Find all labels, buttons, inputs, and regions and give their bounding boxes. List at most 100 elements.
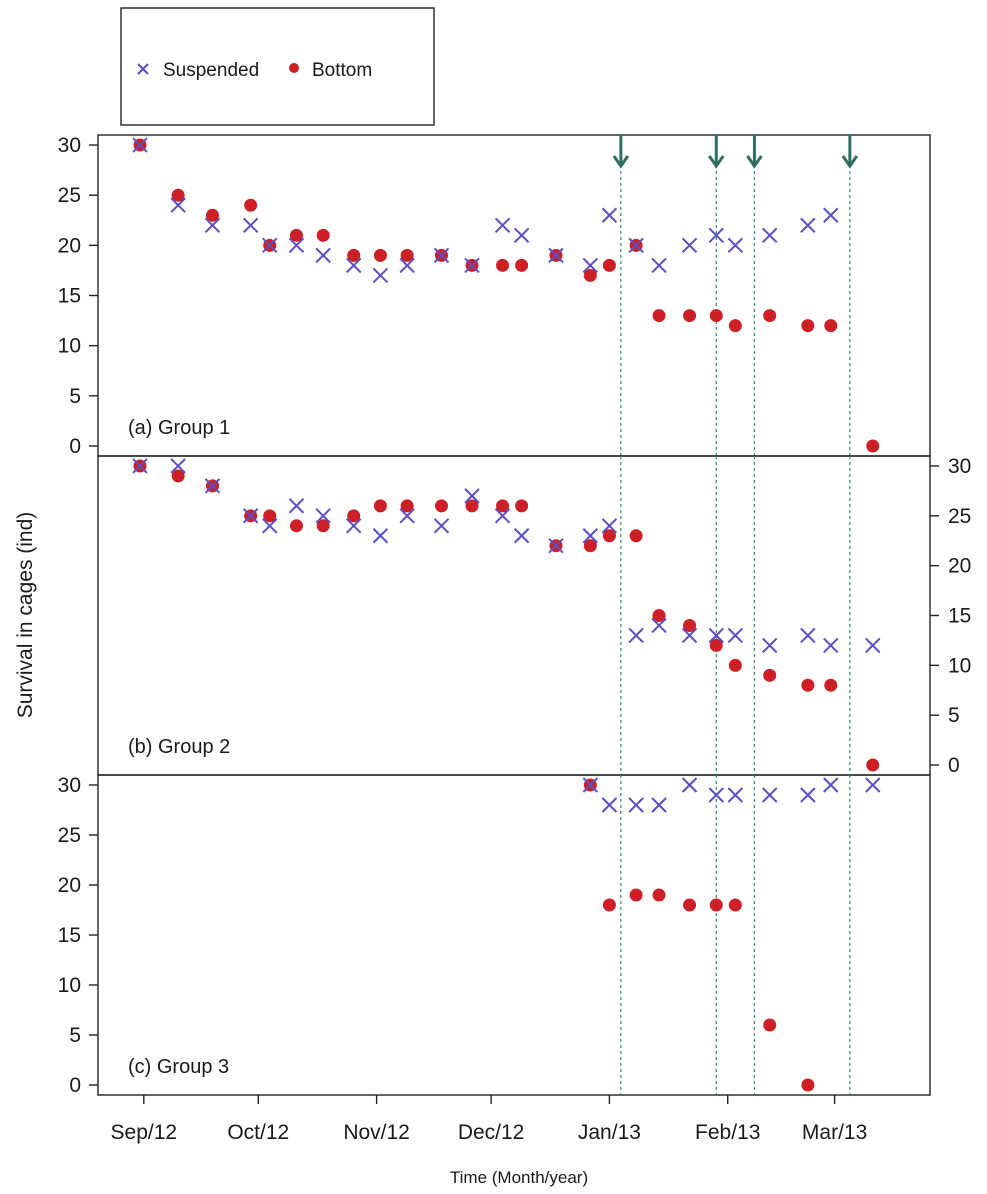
bottom-point: [683, 618, 697, 632]
cross-stroke: [823, 637, 839, 654]
cross-stroke: [800, 787, 816, 803]
bottom-point: [801, 678, 815, 692]
bottom-point: [652, 309, 666, 323]
suspended-point: [548, 538, 564, 554]
y-tick-label: 15: [58, 924, 81, 947]
suspended-point: [681, 237, 698, 254]
y-tick-label: 0: [69, 435, 81, 458]
suspended-point: [315, 508, 331, 524]
suspended-point: [601, 797, 618, 813]
bottom-point: [629, 888, 643, 902]
cross-stroke: [548, 538, 564, 554]
cross-stroke: [628, 627, 644, 644]
cross-stroke: [204, 478, 221, 494]
cross-stroke: [727, 237, 744, 254]
event-arrows: [612, 135, 859, 169]
y-tick-label: 20: [948, 555, 971, 578]
suspended-point: [494, 217, 511, 233]
suspended-point: [399, 508, 415, 524]
cross-stroke: [761, 787, 778, 803]
suspended-point: [345, 518, 362, 534]
cross-stroke: [582, 257, 599, 274]
bottom-point: [347, 248, 361, 262]
suspended-point: [628, 237, 644, 254]
y-tick-label: 30: [58, 774, 81, 797]
bottom-point: [866, 439, 880, 453]
legend-box: [120, 7, 435, 126]
y-tick-label: 5: [69, 1024, 81, 1047]
suspended-point: [708, 627, 724, 644]
x-tick-label: Sep/12: [111, 1121, 178, 1144]
panel-label: (b) Group 2: [128, 736, 230, 758]
legend-label-bottom: Bottom: [312, 60, 372, 81]
cross-stroke: [288, 237, 305, 254]
cross-stroke: [345, 257, 362, 274]
cross-stroke: [823, 207, 839, 223]
cross-stroke: [727, 627, 744, 644]
bottom-point: [763, 668, 777, 682]
y-tick-label: 0: [69, 1074, 81, 1097]
bottom-point: [347, 509, 361, 523]
cross-stroke: [865, 637, 881, 654]
cross-stroke: [494, 508, 511, 524]
bottom-point: [629, 529, 643, 543]
cross-stroke: [315, 247, 331, 264]
bottom-point: [434, 499, 448, 513]
suspended-point: [433, 518, 450, 534]
panel-3: 0 5 10 15 20 25 30 (c) Group 3: [58, 774, 931, 1097]
cross-stroke: [242, 217, 259, 233]
y-tick-label: 25: [58, 824, 81, 847]
bottom-point: [652, 609, 666, 622]
bottom-point: [728, 898, 742, 912]
cross-stroke: [288, 498, 305, 514]
cross-stroke: [170, 458, 186, 474]
bottom-point: [465, 499, 479, 513]
suspended-point: [761, 227, 778, 244]
suspended-point: [582, 257, 599, 274]
suspended-point: [464, 488, 480, 504]
suspended-point: [865, 777, 881, 793]
suspended-point: [464, 257, 480, 274]
cross-stroke: [823, 777, 839, 793]
cross-stroke: [464, 257, 480, 274]
y-tick-label: 5: [948, 704, 960, 727]
bottom-point: [602, 258, 616, 272]
suspended-point: [372, 267, 389, 284]
y-tick-label: 20: [58, 874, 81, 897]
suspended-point: [800, 627, 816, 644]
bottom-point: [263, 509, 277, 523]
suspended-point: [761, 637, 778, 654]
panel-2: 0 5 10 15 20 25 30 (b) Group 2: [97, 455, 971, 777]
arrow-head: [612, 155, 630, 169]
y-tick-label: 10: [58, 335, 81, 358]
cross-stroke: [513, 227, 530, 244]
bottom-point: [583, 268, 597, 282]
legend-marker-suspended: [137, 63, 149, 75]
arrow-head: [708, 155, 725, 169]
bottom-point: [316, 228, 330, 242]
arrow-head: [841, 155, 859, 169]
suspended-point: [708, 227, 724, 244]
cross-stroke: [681, 777, 698, 793]
bottom-point: [683, 898, 697, 912]
cross-stroke: [651, 797, 667, 813]
bottom-point: [602, 898, 616, 912]
suspended-point: [628, 797, 644, 813]
cross-stroke: [708, 787, 724, 803]
suspended-point: [708, 787, 724, 803]
bottom-point: [709, 309, 723, 323]
cross-stroke: [761, 227, 778, 244]
legend-label-suspended: Suspended: [163, 60, 259, 81]
suspended-point: [651, 617, 667, 634]
bottom-point: [515, 258, 529, 272]
x-tick-label: Jan/13: [578, 1121, 641, 1144]
cross-stroke: [170, 197, 186, 213]
bottom-point: [709, 898, 723, 912]
suspended-point: [345, 257, 362, 274]
y-tick-label: 25: [948, 505, 971, 528]
suspended-point: [132, 458, 148, 474]
suspended-point: [513, 227, 530, 244]
cross-stroke: [132, 137, 148, 153]
suspended-point: [601, 518, 618, 534]
cross-stroke: [727, 787, 744, 803]
